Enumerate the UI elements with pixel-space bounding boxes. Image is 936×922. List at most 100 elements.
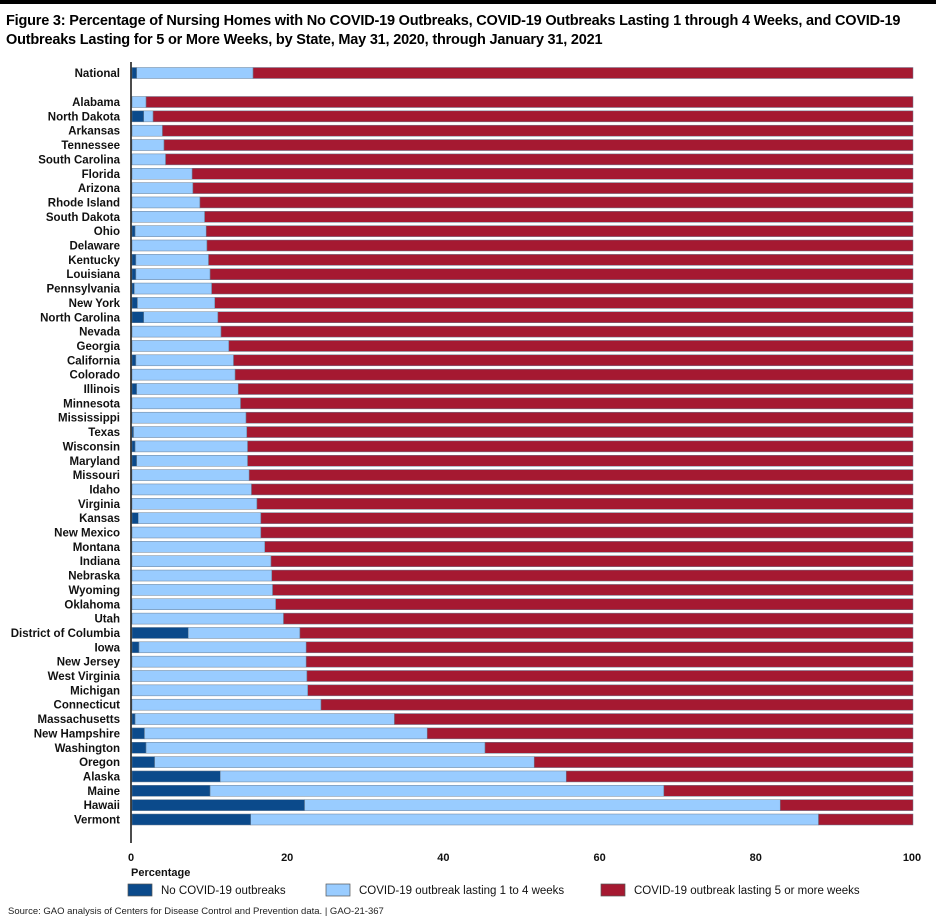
bar-segment-1-4-weeks	[131, 584, 273, 596]
bar-segment-1-4-weeks	[134, 713, 395, 725]
bar-segment-no-outbreak	[131, 67, 137, 79]
bar-segment-5-plus-weeks	[248, 469, 914, 481]
source-note: Source: GAO analysis of Centers for Dise…	[8, 906, 384, 917]
bar-segment-5-plus-weeks	[206, 239, 914, 252]
bar-segment-5-plus-weeks	[256, 498, 914, 510]
category-label: Arkansas	[68, 126, 120, 138]
bar-segment-no-outbreak	[131, 641, 140, 654]
bar-segment-5-plus-weeks	[270, 555, 914, 567]
category-label: Louisiana	[66, 269, 120, 281]
bar-segment-5-plus-weeks	[818, 813, 914, 826]
category-label: South Dakota	[46, 212, 121, 224]
category-label: New Hampshire	[34, 728, 120, 740]
bar-segment-5-plus-weeks	[214, 297, 914, 309]
bar-segment-no-outbreak	[131, 311, 144, 323]
bar-segment-5-plus-weeks	[251, 483, 914, 496]
bar-segment-1-4-weeks	[134, 225, 207, 237]
bar-segment-1-4-weeks	[131, 684, 308, 697]
bar-segment-no-outbreak	[131, 627, 189, 639]
bar-segment-1-4-weeks	[131, 139, 165, 151]
bar-segment-5-plus-weeks	[305, 655, 914, 668]
bar-segment-1-4-weeks	[209, 785, 665, 797]
bar-segment-1-4-weeks	[131, 196, 201, 209]
category-label: Connecticut	[54, 700, 121, 712]
bar-segment-5-plus-weeks	[162, 124, 914, 137]
bar-segment-5-plus-weeks	[220, 325, 914, 338]
category-label: Utah	[94, 614, 120, 626]
bar-segment-1-4-weeks	[131, 182, 194, 194]
bar-segment-1-4-weeks	[131, 541, 266, 553]
bar-segment-1-4-weeks	[131, 655, 307, 668]
bar-segment-5-plus-weeks	[163, 139, 914, 151]
bar-segment-no-outbreak	[131, 799, 305, 811]
category-label: Michigan	[70, 685, 120, 697]
category-label: Alabama	[72, 97, 121, 109]
category-label: Minnesota	[63, 398, 120, 410]
bar-segment-no-outbreak	[131, 268, 137, 280]
bar-segment-1-4-weeks	[135, 254, 209, 266]
bar-segment-1-4-weeks	[133, 426, 248, 438]
bar-segment-5-plus-weeks	[233, 354, 914, 367]
category-label: Texas	[88, 427, 120, 439]
category-label: Colorado	[70, 370, 120, 382]
bar-segment-1-4-weeks	[131, 411, 247, 424]
category-label: Iowa	[94, 642, 120, 654]
bar-segment-no-outbreak	[131, 383, 137, 395]
category-label: Massachusetts	[38, 714, 120, 726]
category-label: North Dakota	[48, 111, 121, 123]
bar-segment-no-outbreak	[131, 455, 137, 467]
bar-segment-5-plus-weeks	[484, 742, 914, 754]
category-label: Indiana	[80, 556, 121, 568]
legend-label: COVID-19 outbreak lasting 1 to 4 weeks	[359, 885, 564, 897]
bar-segment-5-plus-weeks	[165, 153, 914, 166]
bar-segment-5-plus-weeks	[240, 397, 914, 410]
bar-segment-1-4-weeks	[136, 383, 239, 395]
bar-segment-1-4-weeks	[220, 770, 567, 783]
category-label: Rhode Island	[48, 197, 120, 209]
bar-segment-1-4-weeks	[131, 168, 193, 180]
bar-segment-no-outbreak	[131, 440, 136, 453]
bar-segment-1-4-weeks	[131, 526, 262, 539]
x-tick-label: 40	[437, 852, 449, 864]
bar-segment-5-plus-weeks	[565, 770, 914, 783]
category-label: Alaska	[83, 771, 121, 783]
bar-segment-1-4-weeks	[136, 455, 248, 467]
category-label: Illinois	[84, 384, 120, 396]
bar-segment-1-4-weeks	[131, 124, 163, 137]
category-label: Wyoming	[68, 585, 120, 597]
bar-segment-5-plus-weeks	[779, 799, 914, 811]
bar-segment-5-plus-weeks	[145, 96, 914, 108]
bar-segment-5-plus-weeks	[246, 426, 914, 438]
bar-segment-no-outbreak	[131, 225, 136, 237]
bar-segment-5-plus-weeks	[192, 182, 914, 194]
bar-segment-1-4-weeks	[131, 239, 208, 252]
category-label: New York	[69, 298, 121, 310]
bar-segment-5-plus-weeks	[283, 612, 914, 625]
bar-segment-1-4-weeks	[138, 641, 307, 654]
category-labels: National Alabama North Dakota Arkansas Tenne…	[11, 68, 121, 827]
legend-swatch	[127, 883, 153, 897]
bar-segment-1-4-weeks	[135, 268, 211, 280]
bar-segment-5-plus-weeks	[260, 512, 914, 524]
bar-segment-no-outbreak	[131, 742, 147, 754]
category-label: Ohio	[94, 226, 120, 238]
x-tick-label: 60	[593, 852, 605, 864]
category-label: Vermont	[74, 815, 120, 827]
bar-segment-1-4-weeks	[136, 67, 254, 79]
bar-segment-5-plus-weeks	[152, 110, 914, 123]
bar-segment-5-plus-weeks	[234, 368, 914, 381]
bar-segment-1-4-weeks	[250, 813, 819, 826]
category-label: South Carolina	[38, 154, 120, 166]
bar-segment-no-outbreak	[131, 297, 138, 309]
bar-segment-5-plus-weeks	[209, 268, 914, 280]
legend: No COVID-19 outbreaks COVID-19 outbreak l…	[127, 883, 860, 897]
bar-segment-1-4-weeks	[131, 340, 230, 352]
bar-segment-5-plus-weeks	[305, 641, 914, 654]
bar-segment-5-plus-weeks	[275, 598, 914, 610]
bar-segment-5-plus-weeks	[204, 211, 914, 223]
category-label: North Carolina	[40, 312, 120, 324]
bar-segment-5-plus-weeks	[205, 225, 914, 237]
bar-segment-no-outbreak	[131, 727, 145, 740]
bar-segment-5-plus-weeks	[252, 67, 914, 79]
